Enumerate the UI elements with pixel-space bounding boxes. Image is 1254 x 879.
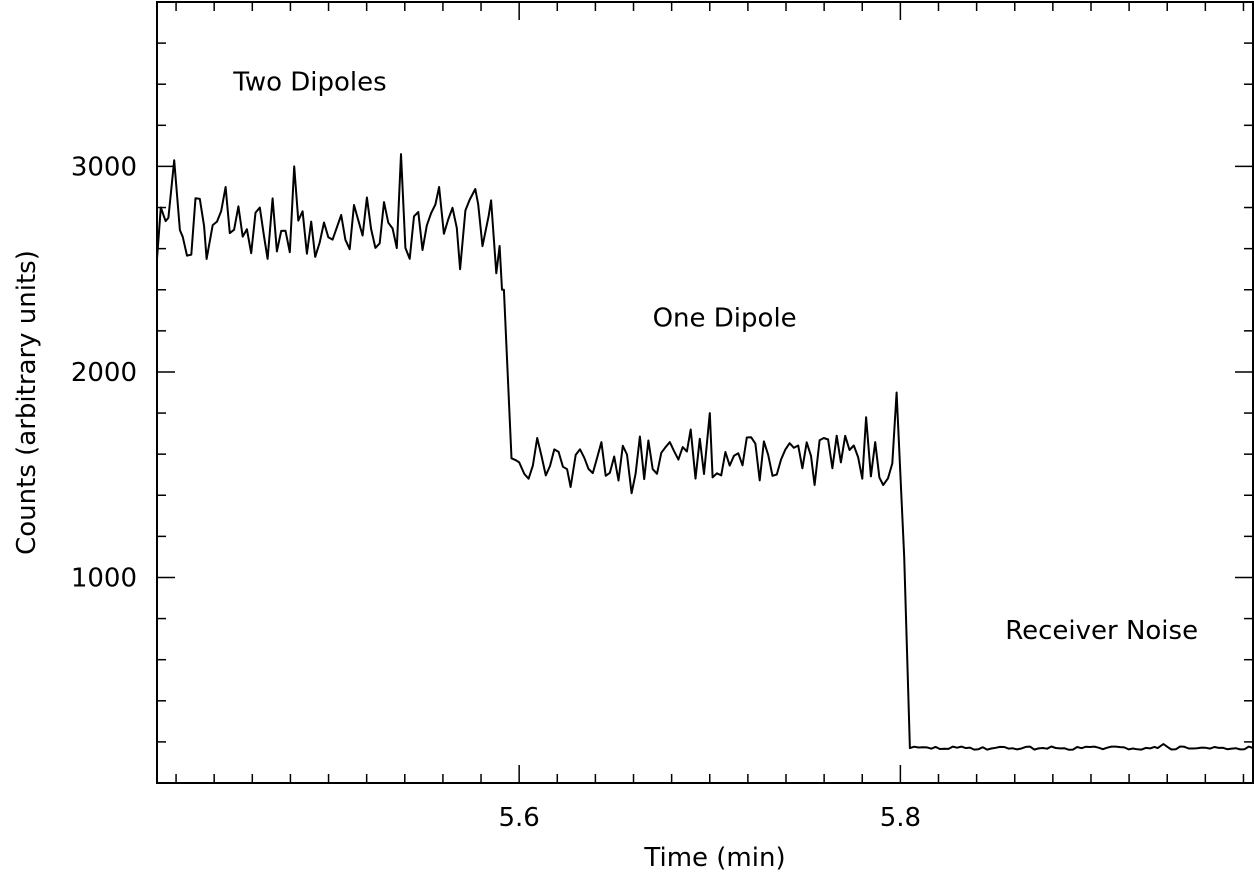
y-tick-label: 1000: [71, 563, 137, 593]
major-ticks: [157, 2, 1253, 783]
x-tick-label: 5.6: [498, 803, 539, 833]
annotations: Two Dipoles One Dipole Receiver Noise: [232, 67, 1198, 646]
y-tick-label: 3000: [71, 152, 137, 182]
minor-ticks: [157, 2, 1253, 783]
annotation-label: Receiver Noise: [1005, 616, 1198, 646]
x-tick-label: 5.8: [880, 803, 921, 833]
plot-frame: [156, 1, 1254, 784]
x-axis-label: Time (min): [643, 843, 785, 873]
annotation-label: One Dipole: [653, 304, 797, 334]
y-axis-label: Counts (arbitrary units): [12, 250, 42, 555]
series-line: [156, 153, 1254, 751]
annotation-label: Two Dipoles: [232, 67, 386, 97]
y-tick-label: 2000: [71, 358, 137, 388]
tick-labels: 5.6 5.8 1000 2000 3000: [71, 152, 921, 833]
